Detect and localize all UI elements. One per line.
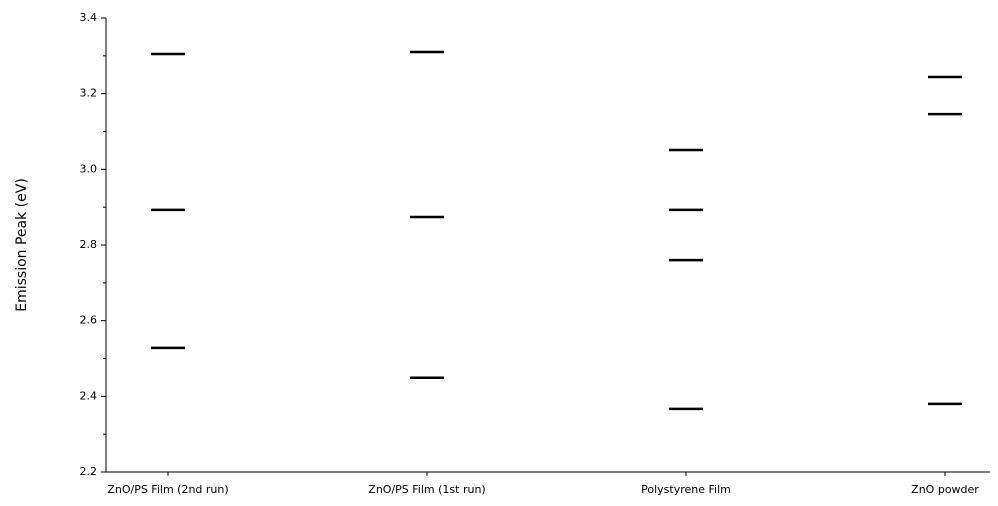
- y-tick-label: 2.2: [80, 465, 98, 478]
- x-tick-label: ZnO/PS Film (2nd run): [107, 483, 228, 496]
- x-tick-label: Polystyrene Film: [641, 483, 731, 496]
- y-tick-label: 2.6: [80, 314, 98, 327]
- y-axis-label: Emission Peak (eV): [14, 178, 30, 312]
- x-tick-label: ZnO/PS Film (1st run): [368, 483, 485, 496]
- y-tick-label: 3.2: [80, 87, 98, 100]
- y-tick-label: 3.0: [80, 162, 98, 175]
- y-tick-label: 2.8: [80, 238, 98, 251]
- y-tick-label: 3.4: [80, 11, 98, 24]
- y-tick-label: 2.4: [80, 389, 98, 402]
- x-tick-label: ZnO powder: [911, 483, 979, 496]
